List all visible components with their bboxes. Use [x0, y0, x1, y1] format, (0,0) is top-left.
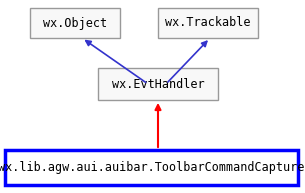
- Text: wx.Object: wx.Object: [43, 16, 107, 30]
- FancyBboxPatch shape: [30, 8, 120, 38]
- Text: wx.lib.agw.aui.auibar.ToolbarCommandCapture: wx.lib.agw.aui.auibar.ToolbarCommandCapt…: [0, 161, 305, 174]
- Text: wx.EvtHandler: wx.EvtHandler: [112, 78, 204, 91]
- FancyBboxPatch shape: [158, 8, 258, 38]
- FancyBboxPatch shape: [5, 150, 298, 185]
- Text: wx.Trackable: wx.Trackable: [165, 16, 251, 30]
- FancyBboxPatch shape: [98, 68, 218, 100]
